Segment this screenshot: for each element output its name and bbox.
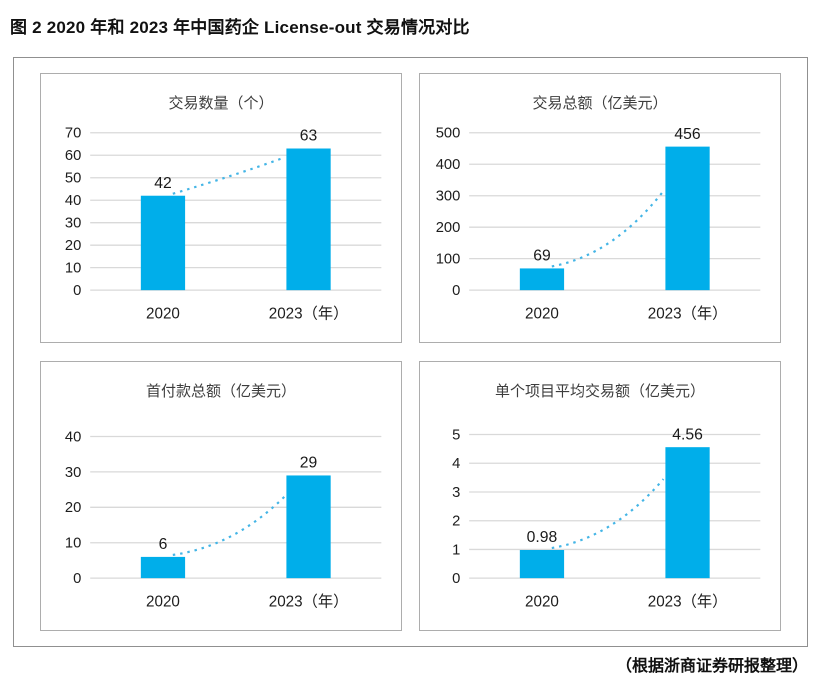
x-tick-label: 2020 <box>525 306 559 323</box>
trend-dotted-line <box>551 478 665 550</box>
bar-2020 <box>519 268 565 291</box>
y-tick-label: 10 <box>65 261 81 277</box>
x-tick-label: 2023（年） <box>648 306 728 323</box>
source-note: （根据浙商证券研报整理） <box>615 658 808 675</box>
trend-dotted-line <box>172 156 285 195</box>
data-label: 69 <box>533 248 550 265</box>
data-label: 0.98 <box>527 529 558 546</box>
x-tick-label: 2023（年） <box>648 594 728 611</box>
y-tick-label: 0 <box>73 283 81 299</box>
chart-panel-upfront-total: 首付款总额（亿美元） 0 10 20 30 40 6 2020 29 2023（年） <box>40 361 402 631</box>
y-tick-label: 0 <box>452 283 460 299</box>
y-tick-label: 0 <box>73 571 81 587</box>
bar-chart-deal-count: 0 10 20 30 40 50 60 70 42 2020 63 2023（年） <box>65 126 382 323</box>
chart-title: 交易数量（个） <box>168 95 274 112</box>
y-tick-label: 5 <box>452 427 460 443</box>
chart-title: 交易总额（亿美元） <box>532 95 668 112</box>
y-tick-label: 40 <box>65 193 81 209</box>
x-tick-label: 2020 <box>525 594 559 611</box>
x-tick-label: 2020 <box>146 594 180 611</box>
y-tick-label: 30 <box>65 216 81 232</box>
figure-title: 图 2 2020 年和 2023 年中国药企 License-out 交易情况对… <box>10 18 470 37</box>
y-tick-label: 10 <box>65 536 81 552</box>
chart-panel-average-deal-value: 单个项目平均交易额（亿美元） 0 1 2 3 4 5 0.98 2020 4.56 2023（年） <box>419 361 781 631</box>
y-tick-label: 200 <box>436 220 461 236</box>
y-tick-label: 60 <box>65 148 81 164</box>
y-tick-label: 300 <box>436 189 461 205</box>
x-tick-label: 2023（年） <box>269 594 349 611</box>
data-label: 4.56 <box>672 426 703 443</box>
y-tick-label: 70 <box>65 126 81 142</box>
y-tick-label: 400 <box>436 157 461 173</box>
bar-2020 <box>140 195 186 291</box>
bar-chart-total-value: 0 100 200 300 400 500 69 2020 456 2023（年） <box>436 126 761 323</box>
y-tick-label: 100 <box>436 252 461 268</box>
trend-dotted-line <box>551 190 665 268</box>
x-tick-label: 2023（年） <box>269 306 349 323</box>
bar-chart-average-deal-value: 0 1 2 3 4 5 0.98 2020 4.56 2023（年） <box>452 426 761 611</box>
x-tick-label: 2020 <box>146 306 180 323</box>
trend-dotted-line <box>172 495 286 557</box>
chart-panel-deal-count: 交易数量（个） 0 10 20 30 40 50 60 70 42 2020 63 2023（年） <box>40 73 402 343</box>
y-tick-label: 2 <box>452 514 460 530</box>
bar-2020 <box>140 556 186 579</box>
y-tick-label: 500 <box>436 126 461 142</box>
bar-2023 <box>286 475 331 579</box>
data-label: 456 <box>674 126 700 143</box>
y-tick-label: 40 <box>65 429 81 445</box>
charts-container: 交易数量（个） 0 10 20 30 40 50 60 70 42 2020 63 2023（年） 交… <box>13 57 808 647</box>
bar-2020 <box>519 549 565 579</box>
y-tick-label: 50 <box>65 171 81 187</box>
y-tick-label: 4 <box>452 456 460 472</box>
data-label: 29 <box>300 455 317 472</box>
chart-title: 首付款总额（亿美元） <box>145 383 296 400</box>
y-tick-label: 3 <box>452 485 460 501</box>
bar-2023 <box>665 447 710 579</box>
y-tick-label: 1 <box>452 542 460 558</box>
y-tick-label: 20 <box>65 500 81 516</box>
chart-title: 单个项目平均交易额（亿美元） <box>494 383 705 400</box>
data-label: 63 <box>300 128 318 145</box>
bar-2023 <box>286 148 331 291</box>
y-tick-label: 30 <box>65 465 81 481</box>
bar-chart-upfront-total: 0 10 20 30 40 6 2020 29 2023（年） <box>65 429 382 611</box>
y-tick-label: 0 <box>452 571 460 587</box>
data-label: 42 <box>154 175 171 192</box>
data-label: 6 <box>159 536 168 553</box>
y-tick-label: 20 <box>65 238 81 254</box>
chart-panel-total-value: 交易总额（亿美元） 0 100 200 300 400 500 69 2020 456 2023（… <box>419 73 781 343</box>
bar-2023 <box>665 146 710 291</box>
